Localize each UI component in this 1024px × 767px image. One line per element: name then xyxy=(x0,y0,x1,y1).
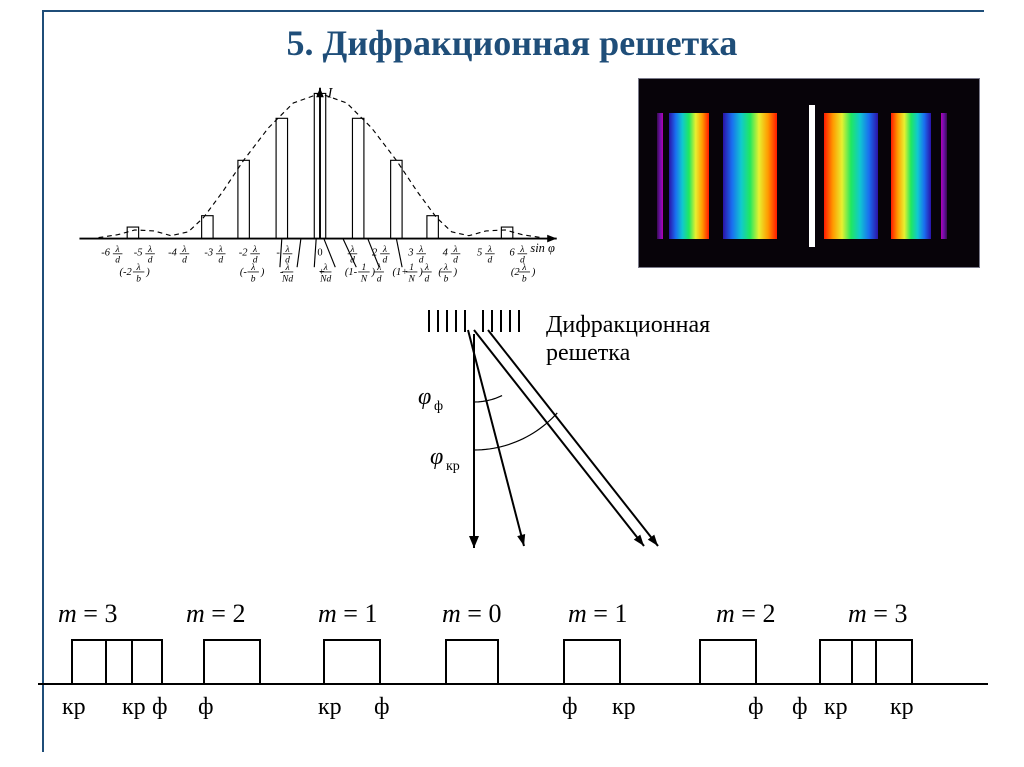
central-maximum xyxy=(809,105,815,247)
svg-text:λ: λ xyxy=(376,262,381,273)
svg-text:d: d xyxy=(377,274,382,285)
svg-text:φ: φ xyxy=(430,444,443,470)
svg-text:d: d xyxy=(115,254,120,265)
svg-text:m = 2: m = 2 xyxy=(716,599,775,628)
svg-text:-3: -3 xyxy=(204,248,213,259)
svg-text:-: - xyxy=(276,248,280,259)
svg-text:кр: кр xyxy=(890,694,914,720)
svg-text:λ: λ xyxy=(136,262,141,273)
svg-text:λ: λ xyxy=(519,244,524,255)
svg-text:ф: ф xyxy=(792,694,808,720)
svg-text:λ: λ xyxy=(284,262,289,273)
intensity-plot: Isin φ-6λd-5λd-4λd-3λd-2λd-λd0λd2λd3λd4λ… xyxy=(60,82,580,292)
spectrum-bar xyxy=(669,113,709,239)
svg-text:λ: λ xyxy=(284,244,289,255)
svg-text:кр: кр xyxy=(446,459,460,474)
svg-text:-5: -5 xyxy=(134,248,143,259)
spectrum-bar xyxy=(941,113,947,239)
svg-text:-2: -2 xyxy=(239,248,248,259)
svg-text:λ: λ xyxy=(443,262,448,273)
svg-text:d: d xyxy=(182,254,187,265)
svg-text:кр: кр xyxy=(318,694,342,720)
svg-text:b: b xyxy=(136,274,141,285)
grating-diagram: φфφкрДифракционнаярешетка xyxy=(370,300,1010,570)
svg-text:φ: φ xyxy=(418,384,431,410)
svg-text:(-2: (-2 xyxy=(120,267,133,278)
svg-text:λ: λ xyxy=(382,244,387,255)
svg-text:m = 1: m = 1 xyxy=(318,599,377,628)
svg-text:I: I xyxy=(327,85,334,101)
svg-text:m = 3: m = 3 xyxy=(848,599,907,628)
svg-text:N: N xyxy=(360,274,368,285)
svg-text:): ) xyxy=(260,267,265,278)
svg-text:λ: λ xyxy=(487,244,492,255)
svg-text:кр: кр xyxy=(612,694,636,720)
svg-text:ф: ф xyxy=(748,694,764,720)
svg-text:d: d xyxy=(453,254,458,265)
orders-diagram: m = 3m = 2m = 1m = 0m = 1m = 2m = 3кркрф… xyxy=(28,558,998,748)
svg-text:3: 3 xyxy=(407,248,413,259)
svg-text:d: d xyxy=(488,254,493,265)
svg-text:(1-: (1- xyxy=(345,267,358,278)
svg-text:5: 5 xyxy=(477,248,482,259)
svg-text:1: 1 xyxy=(409,262,414,273)
svg-text:(-: (- xyxy=(240,267,247,278)
svg-text:1: 1 xyxy=(362,262,367,273)
svg-text:λ: λ xyxy=(115,244,120,255)
svg-text:λ: λ xyxy=(147,244,152,255)
svg-text:ф: ф xyxy=(562,694,578,720)
svg-text:λ: λ xyxy=(323,262,328,273)
svg-text:0: 0 xyxy=(317,248,322,259)
svg-text:b: b xyxy=(444,274,449,285)
svg-text:λ: λ xyxy=(181,244,186,255)
svg-text:λ: λ xyxy=(452,244,457,255)
svg-text:4: 4 xyxy=(443,248,449,259)
spectrum-bar xyxy=(891,113,931,239)
svg-text:ф: ф xyxy=(434,399,443,414)
svg-text:-6: -6 xyxy=(101,248,110,259)
svg-text:): ) xyxy=(531,267,536,278)
svg-text:решетка: решетка xyxy=(546,340,631,366)
svg-text:кр: кр xyxy=(122,694,146,720)
svg-text:d: d xyxy=(218,254,223,265)
svg-text:d: d xyxy=(148,254,153,265)
svg-text:m = 1: m = 1 xyxy=(568,599,627,628)
svg-text:λ: λ xyxy=(250,262,255,273)
svg-text:): ) xyxy=(145,267,150,278)
svg-text:d: d xyxy=(425,274,430,285)
svg-text:b: b xyxy=(251,274,256,285)
svg-text:): ) xyxy=(453,267,458,278)
svg-text:ф: ф xyxy=(152,694,168,720)
spectrum-bar xyxy=(824,113,878,239)
slide-title: 5. Дифракционная решетка xyxy=(0,22,1024,64)
svg-text:λ: λ xyxy=(521,262,526,273)
svg-text:b: b xyxy=(522,274,527,285)
svg-text:N: N xyxy=(407,274,415,285)
spectrum-bar xyxy=(657,113,663,239)
svg-text:6: 6 xyxy=(509,248,515,259)
spectrum-bar xyxy=(723,113,777,239)
svg-text:d: d xyxy=(383,254,388,265)
svg-text:sin φ: sin φ xyxy=(530,241,555,255)
svg-text:Nd: Nd xyxy=(319,274,331,285)
svg-text:-4: -4 xyxy=(168,248,177,259)
svg-text:m = 3: m = 3 xyxy=(58,599,117,628)
svg-text:ф: ф xyxy=(198,694,214,720)
svg-text:Дифракционная: Дифракционная xyxy=(546,312,710,338)
svg-text:m = 0: m = 0 xyxy=(442,599,501,628)
svg-text:ф: ф xyxy=(374,694,390,720)
svg-text:λ: λ xyxy=(424,262,429,273)
svg-text:λ: λ xyxy=(218,244,223,255)
spectrum-photo xyxy=(638,78,980,268)
svg-text:кр: кр xyxy=(62,694,86,720)
svg-text:Nd: Nd xyxy=(281,274,293,285)
svg-text:m = 2: m = 2 xyxy=(186,599,245,628)
svg-text:λ: λ xyxy=(252,244,257,255)
svg-text:λ: λ xyxy=(418,244,423,255)
svg-text:d: d xyxy=(419,254,424,265)
svg-text:кр: кр xyxy=(824,694,848,720)
